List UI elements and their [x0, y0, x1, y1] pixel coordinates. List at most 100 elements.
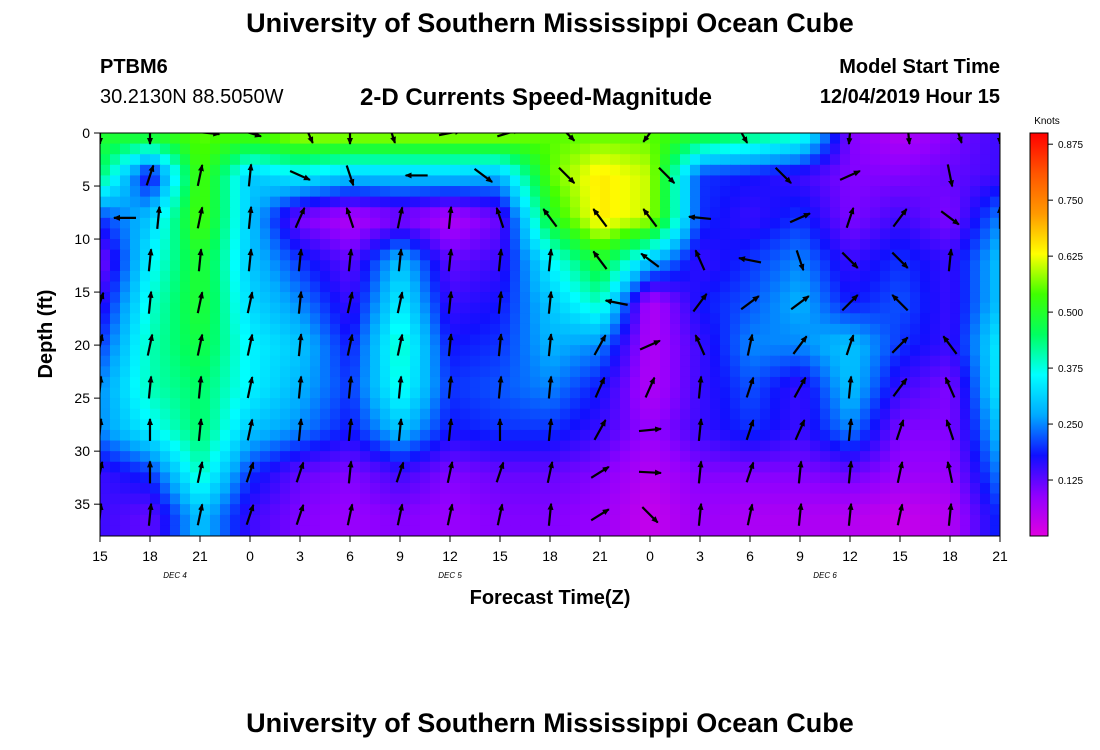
heatmap-cell: [580, 345, 591, 357]
heatmap-cell: [450, 398, 461, 410]
heatmap-cell: [710, 429, 721, 442]
heatmap-cell: [690, 239, 701, 251]
heatmap-cell: [980, 154, 991, 166]
heatmap-cell: [380, 313, 391, 325]
current-vector: [593, 419, 607, 441]
heatmap-cell: [940, 196, 951, 208]
heatmap-cell: [710, 525, 721, 536]
heatmap-cell: [450, 493, 461, 505]
heatmap-cell: [290, 514, 301, 526]
heatmap-cell: [620, 504, 631, 516]
heatmap-cell: [970, 408, 981, 420]
heatmap-cell: [720, 387, 731, 399]
colorbar-tick-label: 0.125: [1058, 476, 1083, 487]
heatmap-cell: [210, 366, 221, 378]
heatmap-cell: [950, 493, 961, 505]
heatmap-cell: [290, 175, 301, 187]
heatmap-cell: [940, 482, 951, 495]
heatmap-cell: [220, 164, 231, 177]
heatmap-cell: [150, 186, 161, 198]
heatmap-cell: [500, 440, 511, 452]
heatmap-cell: [750, 281, 761, 293]
heatmap-cell: [710, 345, 721, 357]
heatmap-cell: [660, 249, 671, 261]
heatmap-cell: [540, 133, 551, 145]
heatmap-cell: [170, 387, 181, 399]
heatmap-cell: [900, 429, 911, 442]
heatmap-cell: [940, 493, 951, 505]
heatmap-cell: [450, 525, 461, 536]
heatmap-cell: [990, 366, 1000, 378]
heatmap-cell: [300, 143, 311, 155]
heatmap-cell: [780, 133, 791, 145]
heatmap-cell: [690, 175, 701, 187]
heatmap-cell: [510, 472, 521, 484]
heatmap-cell: [100, 270, 111, 283]
heatmap-cell: [160, 451, 171, 463]
heatmap-cell: [180, 514, 191, 526]
x-tick-label: 15: [892, 548, 908, 564]
heatmap-cell: [640, 493, 651, 505]
heatmap-cell: [380, 249, 391, 261]
heatmap-cell: [130, 302, 141, 314]
heatmap-cell: [210, 281, 221, 293]
heatmap-cell: [450, 217, 461, 230]
heatmap-cell: [850, 249, 861, 261]
heatmap-cell: [230, 482, 241, 495]
heatmap-cell: [610, 451, 621, 463]
heatmap-cell: [840, 440, 851, 452]
heatmap-cell: [410, 525, 421, 536]
heatmap-cell: [260, 143, 271, 155]
heatmap-cell: [980, 270, 991, 283]
heatmap-cell: [340, 292, 351, 304]
heatmap-cell: [880, 334, 891, 346]
heatmap-cell: [800, 217, 811, 230]
heatmap-cell: [610, 366, 621, 378]
heatmap-cell: [820, 186, 831, 198]
heatmap-cell: [970, 207, 981, 219]
heatmap-cell: [840, 143, 851, 155]
heatmap-cell: [170, 239, 181, 251]
heatmap-cell: [230, 196, 241, 208]
heatmap-cell: [610, 249, 621, 261]
heatmap-cell: [870, 249, 881, 261]
heatmap-cell: [470, 472, 481, 484]
heatmap-cell: [730, 334, 741, 346]
heatmap-cell: [150, 133, 161, 145]
heatmap-cell: [710, 493, 721, 505]
heatmap-cell: [250, 366, 261, 378]
heatmap-cell: [360, 302, 371, 314]
heatmap-cell: [220, 493, 231, 505]
heatmap-cell: [590, 355, 601, 367]
heatmap-cell: [370, 154, 381, 166]
current-vector: [397, 375, 404, 399]
heatmap-cell: [390, 514, 401, 526]
current-vector: [390, 133, 397, 144]
heatmap-cell: [700, 408, 711, 420]
heatmap-cell: [870, 323, 881, 336]
heatmap-cell: [450, 186, 461, 198]
heatmap-cell: [190, 493, 201, 505]
heatmap-cell: [930, 154, 941, 166]
heatmap-cell: [980, 451, 991, 463]
heatmap-cell: [390, 366, 401, 378]
heatmap-cell: [530, 398, 541, 410]
heatmap-cell: [410, 504, 421, 516]
heatmap-cell: [900, 387, 911, 399]
heatmap-cell: [550, 451, 561, 463]
heatmap-cell: [200, 313, 211, 325]
heatmap-cell: [750, 429, 761, 442]
heatmap-cell: [620, 186, 631, 198]
heatmap-cell: [400, 154, 411, 166]
heatmap-cell: [370, 408, 381, 420]
heatmap-cell: [490, 217, 501, 230]
heatmap-cell: [460, 323, 471, 336]
heatmap-cell: [830, 345, 841, 357]
heatmap-cell: [130, 323, 141, 336]
current-vector: [697, 375, 704, 399]
heatmap-cell: [810, 493, 821, 505]
heatmap-cell: [210, 376, 221, 389]
heatmap-cell: [230, 355, 241, 367]
heatmap-cell: [280, 408, 291, 420]
heatmap-cell: [680, 217, 691, 230]
